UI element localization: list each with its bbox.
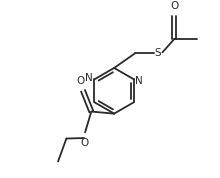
Text: O: O	[171, 1, 179, 11]
Text: N: N	[85, 73, 93, 83]
Text: O: O	[77, 76, 85, 86]
Text: S: S	[154, 48, 161, 58]
Text: O: O	[81, 138, 89, 148]
Text: N: N	[136, 76, 143, 86]
